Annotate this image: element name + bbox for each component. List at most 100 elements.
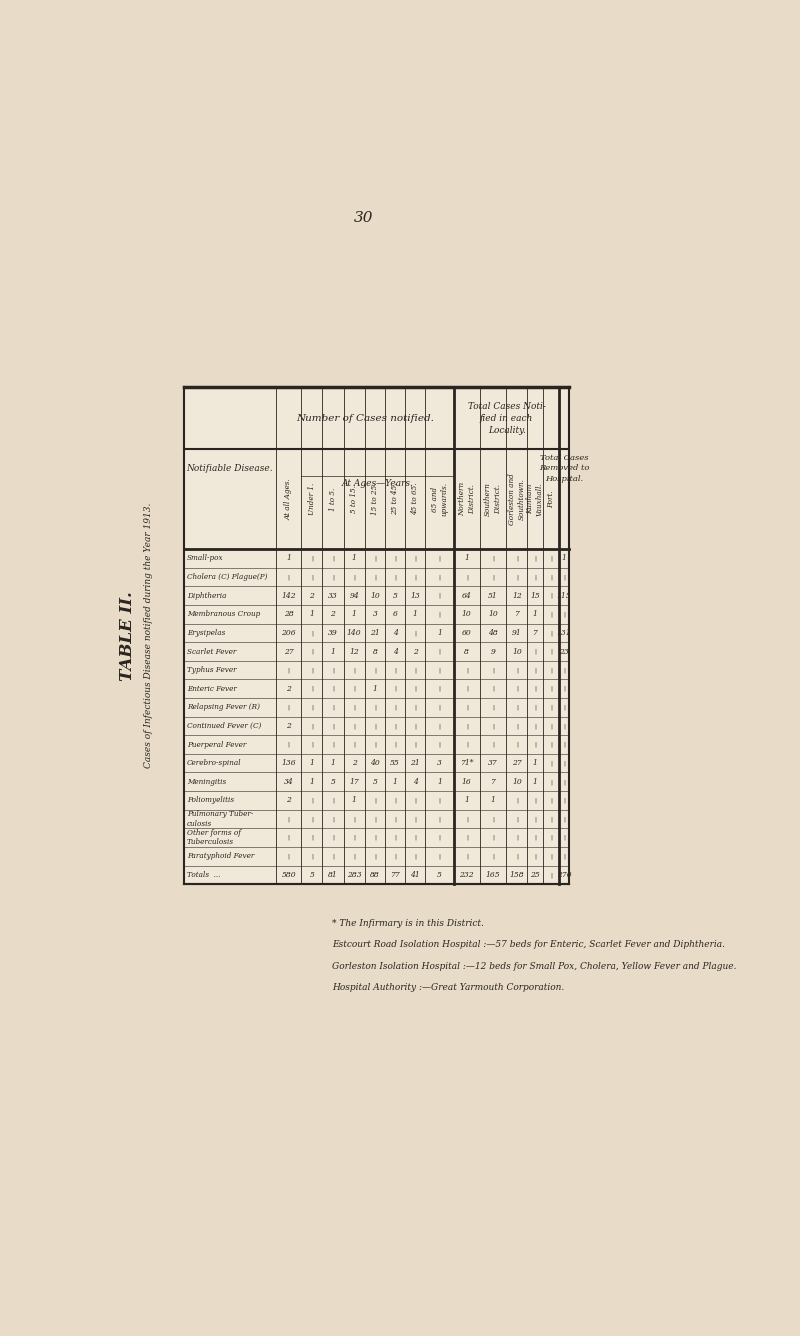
- Text: 1: 1: [464, 554, 470, 562]
- Text: Diphtheria: Diphtheria: [187, 592, 226, 600]
- Text: |: |: [374, 556, 376, 561]
- Text: Meningitis: Meningitis: [187, 778, 226, 786]
- Text: 1: 1: [310, 611, 314, 619]
- Text: 10: 10: [462, 611, 472, 619]
- Text: |: |: [353, 668, 355, 673]
- Text: 10: 10: [512, 648, 522, 656]
- Text: 1: 1: [438, 629, 442, 637]
- Text: 55: 55: [390, 759, 400, 767]
- Text: 1: 1: [330, 759, 335, 767]
- Text: |: |: [310, 649, 313, 655]
- Text: |: |: [310, 704, 313, 711]
- Text: 5: 5: [310, 871, 314, 879]
- Text: 33: 33: [328, 592, 338, 600]
- Text: |: |: [563, 798, 565, 803]
- Text: |: |: [394, 798, 396, 803]
- Text: Puerperal Fever: Puerperal Fever: [187, 740, 246, 748]
- Text: |: |: [466, 704, 468, 711]
- Text: |: |: [563, 612, 565, 617]
- Text: Enteric Fever: Enteric Fever: [187, 685, 237, 693]
- Text: 48: 48: [488, 629, 498, 637]
- Text: |: |: [414, 556, 416, 561]
- Text: 10: 10: [512, 778, 522, 786]
- Text: 23: 23: [559, 648, 569, 656]
- Text: Poliomyelitis: Poliomyelitis: [187, 796, 234, 804]
- Text: |: |: [492, 741, 494, 747]
- Text: 30: 30: [354, 211, 374, 224]
- Text: |: |: [516, 854, 518, 859]
- Text: 2: 2: [413, 648, 418, 656]
- Text: |: |: [492, 556, 494, 561]
- Text: 91: 91: [512, 629, 522, 637]
- Bar: [184, 387, 569, 884]
- Text: TABLE II.: TABLE II.: [118, 591, 136, 680]
- Text: Total Cases
Removed to
Hospital.: Total Cases Removed to Hospital.: [539, 454, 590, 482]
- Text: Northern
District.: Northern District.: [458, 482, 476, 516]
- Text: |: |: [550, 612, 552, 617]
- Text: Cerebro-spinal: Cerebro-spinal: [187, 759, 242, 767]
- Text: |: |: [550, 835, 552, 840]
- Text: 21: 21: [370, 629, 380, 637]
- Text: |: |: [353, 816, 355, 822]
- Text: |: |: [332, 574, 334, 580]
- Text: 3: 3: [373, 611, 378, 619]
- Text: |: |: [516, 741, 518, 747]
- Text: |: |: [288, 704, 290, 711]
- Text: |: |: [332, 816, 334, 822]
- Text: Under 1.: Under 1.: [308, 484, 316, 516]
- Text: |: |: [374, 835, 376, 840]
- Text: 5 to 15.: 5 to 15.: [350, 485, 358, 513]
- Text: |: |: [414, 835, 416, 840]
- Text: |: |: [310, 574, 313, 580]
- Text: |: |: [534, 723, 536, 728]
- Text: 1: 1: [352, 796, 357, 804]
- Text: |: |: [374, 668, 376, 673]
- Text: |: |: [288, 835, 290, 840]
- Text: |: |: [550, 760, 552, 766]
- Text: |: |: [550, 704, 552, 711]
- Text: 28: 28: [284, 611, 294, 619]
- Text: |: |: [534, 685, 536, 692]
- Text: |: |: [374, 798, 376, 803]
- Text: |: |: [563, 685, 565, 692]
- Text: |: |: [332, 798, 334, 803]
- Text: 140: 140: [347, 629, 362, 637]
- Text: |: |: [353, 685, 355, 692]
- Text: 21: 21: [410, 759, 420, 767]
- Text: |: |: [394, 835, 396, 840]
- Text: Port.: Port.: [547, 490, 555, 508]
- Text: |: |: [288, 854, 290, 859]
- Text: Cholera (C) Plague(P): Cholera (C) Plague(P): [187, 573, 267, 581]
- Text: |: |: [438, 556, 441, 561]
- Text: |: |: [414, 574, 416, 580]
- Text: |: |: [438, 574, 441, 580]
- Text: |: |: [414, 668, 416, 673]
- Text: |: |: [534, 704, 536, 711]
- Text: Membranous Croup: Membranous Croup: [187, 611, 260, 619]
- Text: Gorleston Isolation Hospital :—12 beds for Small Pox, Cholera, Yellow Fever and : Gorleston Isolation Hospital :—12 beds f…: [333, 962, 737, 971]
- Text: 1 to 5.: 1 to 5.: [329, 488, 337, 510]
- Text: Erysipelas: Erysipelas: [187, 629, 225, 637]
- Text: Relapsing Fever (R): Relapsing Fever (R): [187, 703, 260, 711]
- Text: 13: 13: [410, 592, 420, 600]
- Text: |: |: [438, 854, 441, 859]
- Text: |: |: [288, 816, 290, 822]
- Text: |: |: [310, 816, 313, 822]
- Text: |: |: [394, 741, 396, 747]
- Text: |: |: [492, 835, 494, 840]
- Text: 3: 3: [438, 759, 442, 767]
- Text: |: |: [394, 816, 396, 822]
- Text: 12: 12: [512, 592, 522, 600]
- Text: |: |: [353, 835, 355, 840]
- Text: |: |: [394, 574, 396, 580]
- Text: 1: 1: [352, 554, 357, 562]
- Text: 2: 2: [352, 759, 357, 767]
- Text: 15 to 25.: 15 to 25.: [371, 482, 379, 516]
- Text: |: |: [534, 556, 536, 561]
- Text: Kunham
Vauxhall.: Kunham Vauxhall.: [526, 482, 544, 516]
- Text: 60: 60: [462, 629, 472, 637]
- Text: |: |: [332, 723, 334, 728]
- Text: Typhus Fever: Typhus Fever: [187, 667, 237, 675]
- Text: |: |: [394, 854, 396, 859]
- Text: 1: 1: [562, 554, 566, 562]
